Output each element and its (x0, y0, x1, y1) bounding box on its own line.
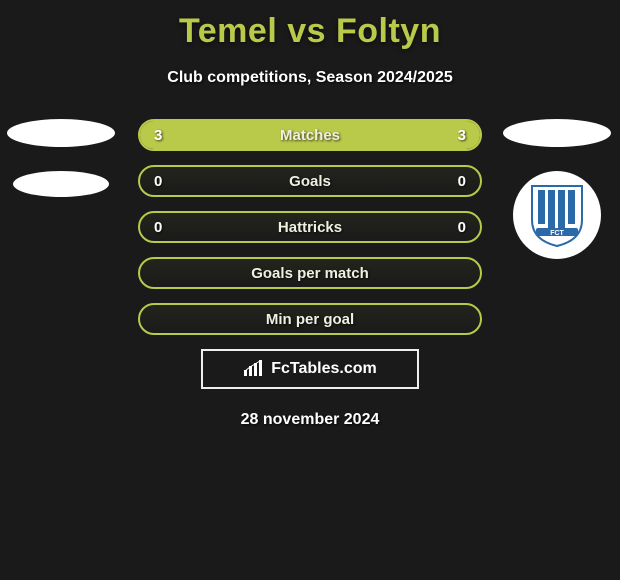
stat-row-min-per-goal: Min per goal (138, 303, 482, 335)
stat-value-left: 3 (154, 127, 162, 144)
stat-row-hattricks: 0 Hattricks 0 (138, 211, 482, 243)
club-badge-icon: FCT (513, 171, 601, 259)
brand-text: FcTables.com (271, 360, 377, 378)
placeholder-icon (7, 119, 115, 147)
stat-row-goals: 0 Goals 0 (138, 165, 482, 197)
brand-box[interactable]: FcTables.com (201, 349, 419, 389)
stat-value-left: 0 (154, 173, 162, 190)
date-text: 28 november 2024 (0, 411, 620, 429)
stat-value-right: 0 (458, 173, 466, 190)
stat-label: Goals per match (251, 265, 369, 282)
player-left-logos (6, 119, 116, 197)
stat-value-right: 0 (458, 219, 466, 236)
svg-text:FCT: FCT (550, 230, 564, 237)
stat-value-right: 3 (458, 127, 466, 144)
placeholder-icon (503, 119, 611, 147)
stat-row-goals-per-match: Goals per match (138, 257, 482, 289)
stat-label: Hattricks (278, 219, 342, 236)
stat-row-matches: 3 Matches 3 (138, 119, 482, 151)
page-title: Temel vs Foltyn (0, 0, 620, 51)
bar-chart-icon (243, 360, 265, 378)
stat-rows: 3 Matches 3 0 Goals 0 0 Hattricks 0 Goal… (138, 119, 482, 335)
placeholder-icon (13, 171, 109, 197)
stat-label: Matches (280, 127, 340, 144)
stat-value-left: 0 (154, 219, 162, 236)
stat-label: Min per goal (266, 311, 354, 328)
stat-label: Goals (289, 173, 331, 190)
subtitle: Club competitions, Season 2024/2025 (0, 69, 620, 87)
stats-container: FCT 3 Matches 3 0 Goals 0 0 Hattricks 0 … (0, 119, 620, 429)
player-right-logos: FCT (502, 119, 612, 259)
shield-stripes-icon: FCT (522, 180, 592, 250)
